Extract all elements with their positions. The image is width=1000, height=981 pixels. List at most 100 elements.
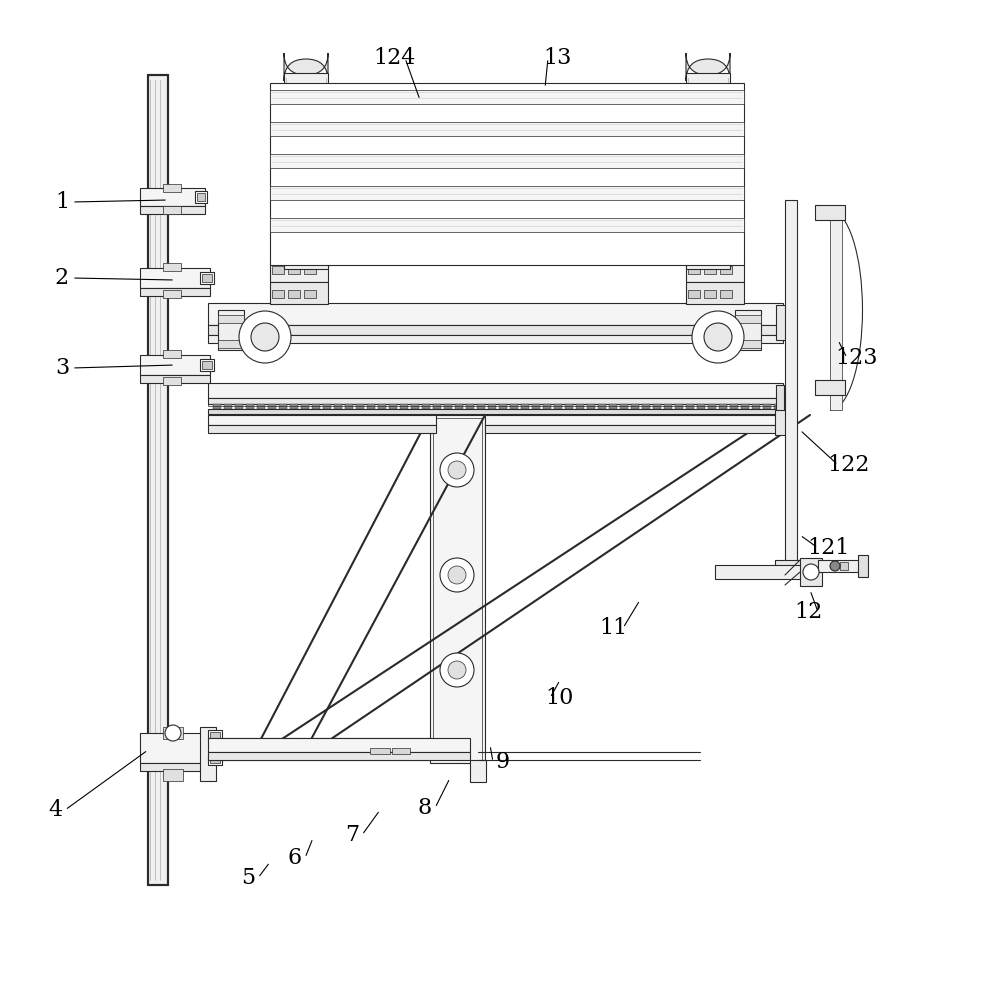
Bar (270, 262, 328, 282)
Bar (398, 748, 420, 756)
Bar (735, 340, 761, 348)
Bar (268, 404, 276, 409)
Bar (776, 385, 784, 415)
Bar (200, 359, 214, 371)
Circle shape (165, 725, 181, 741)
Bar (270, 282, 328, 304)
Bar (370, 748, 390, 754)
Text: 6: 6 (288, 847, 302, 869)
Bar (195, 191, 207, 203)
Bar (462, 733, 478, 763)
Bar (565, 404, 573, 409)
Bar (392, 748, 410, 754)
Bar (345, 404, 353, 409)
Bar (741, 404, 749, 409)
Bar (163, 350, 181, 358)
Circle shape (448, 566, 466, 584)
Bar (213, 404, 221, 409)
Bar (858, 555, 868, 577)
Bar (609, 404, 617, 409)
Bar (140, 268, 210, 288)
Bar (163, 263, 181, 271)
Bar (488, 404, 496, 409)
Bar (208, 755, 222, 765)
Bar (290, 404, 298, 409)
Circle shape (440, 653, 474, 687)
Bar (140, 763, 210, 771)
Circle shape (830, 561, 840, 571)
Bar (208, 409, 783, 414)
Bar (720, 290, 732, 298)
Bar (284, 73, 328, 269)
Bar (775, 560, 807, 572)
Bar (334, 404, 342, 409)
Bar (774, 404, 782, 409)
Bar (433, 404, 441, 409)
Text: 122: 122 (827, 454, 869, 476)
Bar (270, 218, 744, 232)
Bar (288, 290, 300, 298)
Bar (202, 274, 212, 282)
Bar (140, 206, 205, 214)
Bar (208, 752, 470, 760)
Bar (587, 404, 595, 409)
Circle shape (440, 453, 474, 487)
Bar (697, 404, 705, 409)
Bar (422, 404, 430, 409)
Text: 5: 5 (241, 867, 255, 889)
Bar (664, 404, 672, 409)
Bar (202, 361, 212, 369)
Bar (735, 310, 761, 350)
Bar (163, 377, 181, 385)
Bar (470, 760, 486, 782)
Bar (210, 738, 470, 750)
Bar (163, 184, 181, 192)
Circle shape (448, 461, 466, 479)
Bar (455, 404, 463, 409)
Bar (279, 404, 287, 409)
Bar (270, 83, 744, 265)
Bar (272, 290, 284, 298)
Bar (378, 404, 386, 409)
Bar (815, 205, 845, 220)
Circle shape (251, 323, 279, 351)
Bar (735, 315, 761, 323)
Text: 3: 3 (55, 357, 69, 379)
Bar (140, 375, 210, 383)
Bar (210, 732, 220, 738)
FancyBboxPatch shape (686, 53, 730, 81)
Bar (304, 290, 316, 298)
Bar (208, 303, 783, 325)
Text: 10: 10 (546, 687, 574, 709)
Text: 2: 2 (55, 267, 69, 289)
Bar (380, 748, 402, 756)
Bar (686, 282, 744, 304)
Bar (400, 404, 408, 409)
Text: 4: 4 (48, 799, 62, 821)
Bar (208, 325, 783, 335)
Bar (140, 188, 205, 206)
Bar (312, 404, 320, 409)
Bar (776, 305, 788, 340)
Circle shape (704, 323, 732, 351)
FancyBboxPatch shape (284, 53, 328, 81)
Bar (411, 404, 419, 409)
Bar (840, 562, 848, 570)
Bar (200, 272, 214, 284)
Bar (208, 383, 783, 398)
Circle shape (692, 311, 744, 363)
Bar (140, 733, 210, 763)
Bar (163, 206, 181, 214)
Circle shape (448, 661, 466, 679)
Bar (704, 266, 716, 274)
Bar (208, 730, 222, 740)
Bar (485, 415, 785, 425)
Bar (704, 290, 716, 298)
Bar (200, 727, 216, 781)
Bar (367, 404, 375, 409)
Bar (218, 315, 244, 323)
Bar (163, 727, 183, 739)
Bar (815, 380, 845, 395)
Bar (218, 340, 244, 348)
Bar (224, 404, 232, 409)
